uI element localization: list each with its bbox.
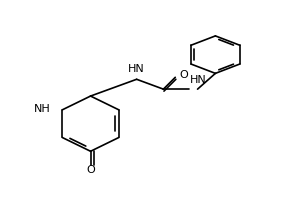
Text: O: O xyxy=(86,165,95,175)
Text: HN: HN xyxy=(128,64,145,74)
Text: NH: NH xyxy=(34,104,51,114)
Text: HN: HN xyxy=(190,75,207,85)
Text: O: O xyxy=(180,70,188,80)
